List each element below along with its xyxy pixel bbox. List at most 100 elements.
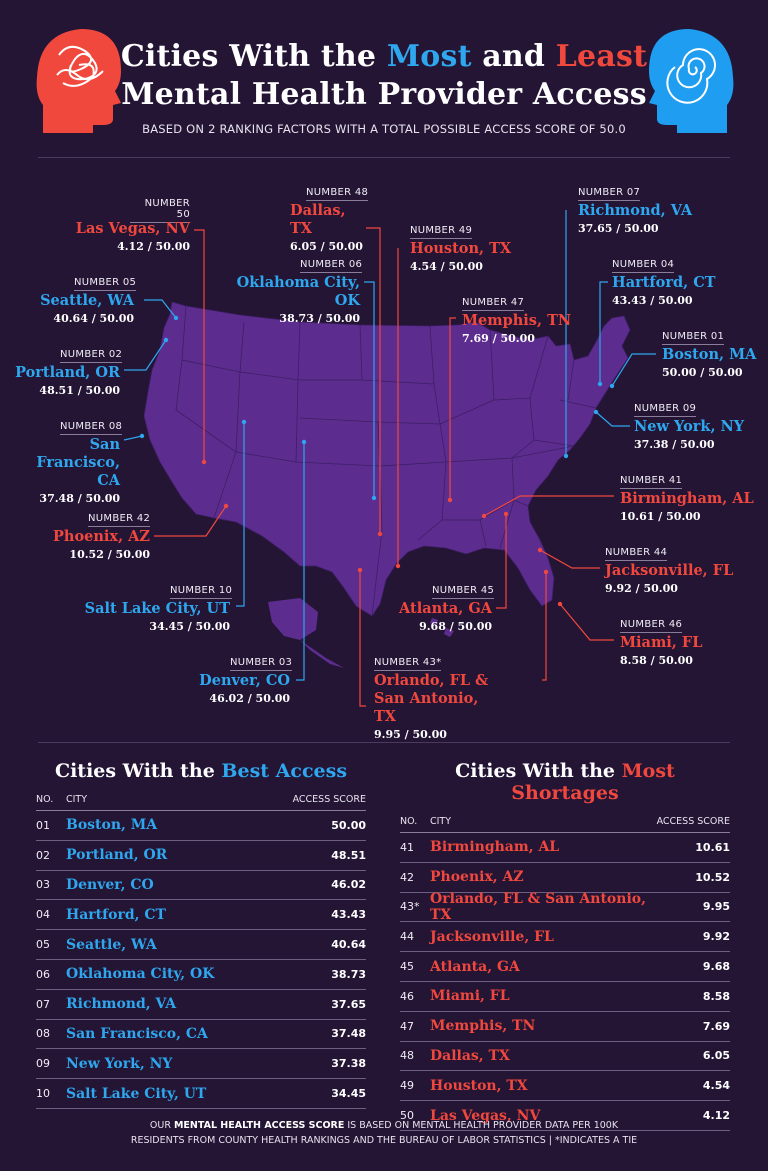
row-rank: 01 — [36, 818, 50, 832]
row-city: Boston, MA — [66, 817, 158, 834]
row-score: 6.05 — [702, 1049, 730, 1063]
worst-table-header: NO. CITY ACCESS SCORE — [400, 816, 730, 833]
leader-richmond-dot — [563, 453, 569, 459]
row-city: San Francisco, CA — [66, 1025, 208, 1042]
map-label-seattle: NUMBER 05 — [74, 270, 137, 291]
row-rank: 47 — [400, 1019, 414, 1033]
map-label-phoenix: NUMBER 42 — [88, 506, 151, 527]
leader-miami-dot — [557, 601, 563, 607]
row-city: Jacksonville, FL — [430, 928, 554, 945]
map-label-boston: NUMBER 01 — [662, 324, 725, 345]
table-row: 06 Oklahoma City, OK 38.73 — [36, 960, 366, 990]
row-rank: 43* — [400, 900, 420, 914]
row-rank: 42 — [400, 870, 414, 884]
hawaii-shape — [430, 618, 454, 637]
table-row: 50 Las Vegas, NV 4.12 — [400, 1101, 730, 1131]
table-row: 49 Houston, TX 4.54 — [400, 1071, 730, 1102]
leader-miami — [559, 603, 614, 641]
leader-san-antonio — [359, 570, 366, 707]
row-city: Birmingham, AL — [430, 839, 560, 856]
map-area: NUMBER 50 Las Vegas, NV 4.12 / 50.00 NUMB… — [0, 160, 768, 741]
row-city: Orlando, FL & San Antonio, TX — [430, 891, 646, 923]
table-row: 45 Atlanta, GA 9.68 — [400, 952, 730, 982]
best-table-title: Cities With the Best Access — [54, 760, 348, 782]
map-label-city-sf: San Francisco, CA 37.48 / 50.00 — [36, 436, 120, 505]
leader-nyc-dot — [593, 409, 599, 415]
worst-table-title: Cities With the Most Shortages — [455, 760, 675, 804]
map-label-hartford: NUMBER 04 — [612, 252, 675, 273]
map-label-city-orlando-sa: Orlando, FL & San Antonio, TX 9.95 / 50.0… — [374, 672, 489, 741]
row-score: 40.64 — [331, 938, 366, 952]
leader-birmingham-dot — [481, 513, 487, 519]
map-label-city-portland: Portland, OR 48.51 / 50.00 — [15, 364, 120, 397]
map-label-denver: NUMBER 03 — [230, 650, 293, 671]
title-line-2: Mental Health Provider Access — [121, 77, 647, 112]
row-rank: 49 — [400, 1079, 414, 1093]
map-label-city-denver: Denver, CO 46.02 / 50.00 — [199, 672, 290, 705]
row-rank: 07 — [36, 997, 50, 1011]
leader-portland — [124, 339, 167, 371]
table-row: 07 Richmond, VA 37.65 — [36, 990, 366, 1020]
map-label-birmingham: NUMBER 41 — [620, 468, 683, 489]
footer-note: OUR MENTAL HEALTH ACCESS SCORE IS BASED … — [130, 1120, 638, 1146]
map-label-city-dallas: Dallas, TX 6.05 / 50.00 — [290, 202, 363, 253]
leader-dallas — [366, 227, 381, 534]
leader-slc — [236, 422, 245, 607]
row-rank: 44 — [400, 930, 414, 944]
map-label-city-seattle: Seattle, WA 40.64 / 50.00 — [40, 292, 134, 325]
middle-divider — [38, 742, 730, 743]
table-row: 01 Boston, MA 50.00 — [36, 811, 366, 841]
row-city: Memphis, TN — [430, 1018, 536, 1035]
leader-seattle — [144, 299, 177, 319]
table-row: 43* Orlando, FL & San Antonio, TX 9.95 — [400, 891, 730, 923]
row-score: 37.48 — [331, 1027, 366, 1041]
map-label-sf: NUMBER 08 — [60, 414, 123, 435]
row-score: 37.38 — [331, 1057, 366, 1071]
leader-orlando — [542, 572, 547, 681]
row-city: Denver, CO — [66, 876, 154, 893]
leader-houston-dot — [395, 563, 401, 569]
best-table-header: NO. CITY ACCESS SCORE — [36, 794, 366, 811]
row-score: 9.92 — [702, 930, 730, 944]
row-rank: 08 — [36, 1027, 50, 1041]
table-row: 10 Salt Lake City, UT 34.45 — [36, 1079, 366, 1109]
leader-hartford — [599, 281, 608, 384]
row-score: 43.43 — [331, 908, 366, 922]
table-row: 42 Phoenix, AZ 10.52 — [400, 863, 730, 893]
map-label-slc: NUMBER 10 — [170, 578, 233, 599]
table-row: 48 Dallas, TX 6.05 — [400, 1042, 730, 1072]
leader-okc — [364, 281, 375, 498]
row-city: Portland, OR — [66, 847, 168, 864]
table-row: 41 Birmingham, AL 10.61 — [400, 833, 730, 863]
row-city: Las Vegas, NV — [430, 1107, 541, 1124]
us-mainland-shape — [143, 301, 631, 617]
map-label-richmond: NUMBER 07 — [578, 180, 641, 201]
row-score: 46.02 — [331, 878, 366, 892]
map-label-city-jacksonville: Jacksonville, FL 9.92 / 50.00 — [605, 562, 734, 595]
most-shortages-table: Cities With the Most Shortages NO. CITY … — [400, 760, 730, 1131]
map-label-orlando-sa: NUMBER 43* — [374, 650, 442, 671]
leader-atlanta — [496, 514, 507, 609]
map-label-city-las-vegas: Las Vegas, NV 4.12 / 50.00 — [75, 220, 190, 253]
leader-memphis — [449, 317, 456, 500]
leader-okc-dot — [371, 495, 377, 501]
leader-dallas-dot — [377, 531, 383, 537]
row-city: New York, NY — [66, 1055, 173, 1072]
leader-las-vegas — [194, 229, 205, 462]
leader-portland-dot — [163, 337, 169, 343]
row-score: 50.00 — [331, 818, 366, 832]
row-score: 9.68 — [702, 960, 730, 974]
row-city: Phoenix, AZ — [430, 869, 524, 886]
row-rank: 10 — [36, 1087, 50, 1101]
map-label-memphis: NUMBER 47 — [462, 290, 525, 311]
us-map — [123, 210, 656, 707]
map-label-rank: NUMBER 50 — [130, 198, 190, 223]
leader-seattle-dot — [173, 315, 179, 321]
table-row: 05 Seattle, WA 40.64 — [36, 930, 366, 960]
row-score: 4.12 — [702, 1109, 730, 1123]
map-label-portland: NUMBER 02 — [60, 342, 123, 363]
leader-sf — [123, 435, 143, 441]
leader-nyc — [595, 411, 630, 427]
map-label-city-memphis: Memphis, TN 7.69 / 50.00 — [462, 312, 572, 345]
leader-boston-dot — [609, 383, 615, 389]
